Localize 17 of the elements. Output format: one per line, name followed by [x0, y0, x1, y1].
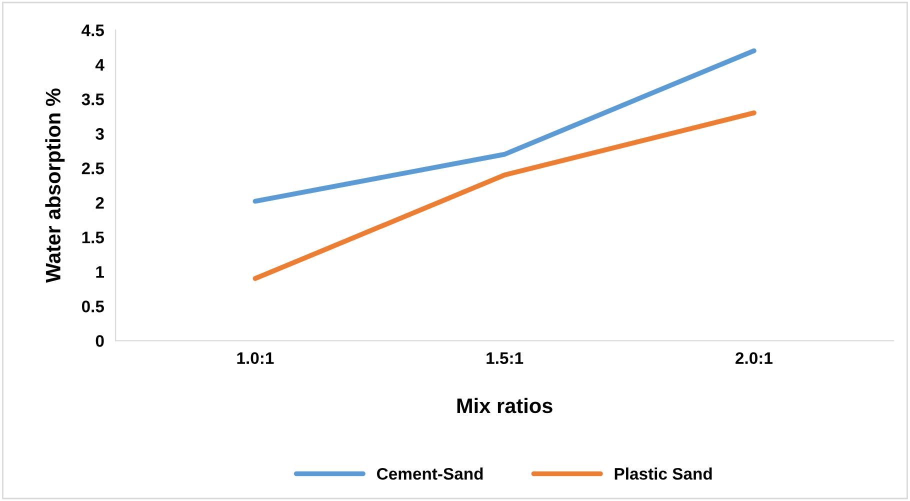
y-tick-label: 1.5	[82, 232, 104, 244]
x-axis-title: Mix ratios	[457, 398, 552, 414]
legend-label: Plastic Sand	[614, 468, 712, 480]
y-tick-label: 2	[96, 197, 104, 209]
y-tick-label: 1	[96, 266, 104, 278]
x-tick-label: 1.0:1	[237, 352, 274, 364]
y-tick-label: 2.5	[82, 162, 104, 174]
y-tick-label: 3	[96, 128, 104, 140]
y-tick-label: 0	[96, 335, 104, 347]
y-tick-label: 0.5	[82, 300, 104, 312]
y-tick-label: 3.5	[82, 93, 104, 106]
y-axis-title: Water absorption %	[45, 88, 65, 283]
y-tick-label: 4.5	[82, 24, 104, 36]
x-tick-label: 2.0:1	[736, 352, 772, 364]
x-tick-label: 1.5:1	[486, 352, 524, 364]
legend-label: Cement-Sand	[377, 468, 483, 480]
y-tick-label: 4	[95, 59, 104, 71]
